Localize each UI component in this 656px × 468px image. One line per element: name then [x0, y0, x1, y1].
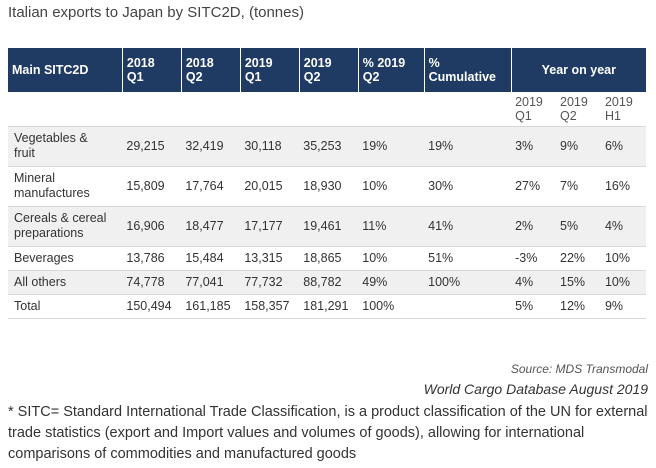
table-cell: 6% — [600, 125, 646, 166]
table-cell: 16,906 — [122, 205, 182, 246]
header-cell: 2018 Q2 — [181, 48, 241, 92]
table-cell: 158,357 — [240, 293, 300, 319]
subheader-cell: 2019 Q1 — [515, 94, 543, 123]
table-cell: 18,477 — [181, 205, 241, 246]
subheader-cell: 2019 H1 — [604, 94, 633, 123]
table-cell: 7% — [556, 165, 601, 206]
table-cell: 17,764 — [181, 165, 241, 206]
table-cell: 30% — [424, 165, 512, 206]
header-cell: % 2019 Q2 — [358, 48, 425, 92]
table-cell: 2% — [511, 205, 557, 246]
table-cell: 9% — [556, 125, 601, 166]
table-cell: 35,253 — [299, 125, 359, 166]
table-row: Vegetables & fruit 29,215 32,419 30,118 35,25… — [8, 125, 646, 166]
table-cell: 18,865 — [299, 245, 359, 270]
table-cell: 30,118 — [240, 125, 300, 166]
table-cell — [424, 293, 512, 319]
subheader-cell: 2019 Q2 — [560, 94, 588, 123]
table-row: Mineral manufactures 15,809 17,764 20,015 18,… — [8, 165, 646, 206]
header-row: Main SITC2D 2018 Q1 2018 Q2 2019 Q1 2019 Q2 … — [8, 48, 646, 92]
table-cell: 32,419 — [181, 125, 241, 166]
table-cell: 181,291 — [299, 293, 359, 319]
table-cell: 20,015 — [240, 165, 300, 206]
table-row: Beverages 13,786 15,484 13,315 18,865 10% 51% -… — [8, 245, 646, 270]
table-cell: 49% — [358, 269, 425, 294]
table-title: Italian exports to Japan by SITC2D, (ton… — [8, 4, 304, 21]
header-cell-year-on-year: Year on year — [511, 48, 646, 92]
table-cell: 4% — [511, 269, 557, 294]
table-cell: 16% — [600, 165, 646, 206]
table-cell: 3% — [511, 125, 557, 166]
table-cell: 41% — [424, 205, 512, 246]
header-cell: 2018 Q1 — [122, 48, 182, 92]
row-label: Mineral manufactures — [8, 165, 123, 206]
row-label: All others — [8, 269, 123, 294]
table-cell: 15,484 — [181, 245, 241, 270]
table-cell: 77,732 — [240, 269, 300, 294]
table-body: Vegetables & fruit 29,215 32,419 30,118 35,25… — [8, 125, 646, 319]
table-cell: 13,315 — [240, 245, 300, 270]
row-label: Vegetables & fruit — [8, 125, 123, 166]
table-cell: 19% — [424, 125, 512, 166]
table-cell: 17,177 — [240, 205, 300, 246]
table-cell: 51% — [424, 245, 512, 270]
table-cell: 15% — [556, 269, 601, 294]
footnote: * SITC= Standard International Trade Cla… — [8, 404, 648, 462]
table-cell: 18,930 — [299, 165, 359, 206]
table-cell: -3% — [511, 245, 557, 270]
table-cell: 74,778 — [122, 269, 182, 294]
table-cell: 5% — [556, 205, 601, 246]
table-row: Cereals & cereal preparations 16,906 18,477… — [8, 205, 646, 246]
table-cell: 77,041 — [181, 269, 241, 294]
table-cell: 100% — [424, 269, 512, 294]
table-cell: 22% — [556, 245, 601, 270]
subheader-row: 2019 Q1 2019 Q2 2019 H1 — [8, 92, 646, 126]
row-label: Cereals & cereal preparations — [8, 205, 123, 246]
exports-table: Main SITC2D 2018 Q1 2018 Q2 2019 Q1 2019 Q2 … — [8, 48, 646, 319]
table-cell: 10% — [358, 245, 425, 270]
table-row: Total 150,494 161,185 158,357 181,291 100% 5% 1… — [8, 293, 646, 319]
header-cell: % Cumulative — [424, 48, 512, 92]
table-cell: 4% — [600, 205, 646, 246]
table-cell: 10% — [600, 269, 646, 294]
table-cell: 161,185 — [181, 293, 241, 319]
table-cell: 10% — [358, 165, 425, 206]
table-cell: 150,494 — [122, 293, 182, 319]
table-cell: 27% — [511, 165, 557, 206]
row-label: Beverages — [8, 245, 123, 270]
table-cell: 88,782 — [299, 269, 359, 294]
header-cell: 2019 Q1 — [240, 48, 300, 92]
table-cell: 10% — [600, 245, 646, 270]
table-row: All others 74,778 77,041 77,732 88,782 49% 100… — [8, 269, 646, 294]
table-cell: 19,461 — [299, 205, 359, 246]
header-cell: Main SITC2D — [8, 48, 123, 92]
table-cell: 19% — [358, 125, 425, 166]
row-label: Total — [8, 293, 123, 319]
header-cell: 2019 Q2 — [299, 48, 359, 92]
table-cell: 11% — [358, 205, 425, 246]
table-cell: 9% — [600, 293, 646, 319]
table-cell: 13,786 — [122, 245, 182, 270]
database-note: World Cargo Database August 2019 — [423, 381, 648, 397]
table-cell: 29,215 — [122, 125, 182, 166]
table-cell: 5% — [511, 293, 557, 319]
table-cell: 100% — [358, 293, 425, 319]
table-cell: 12% — [556, 293, 601, 319]
source-note: Source: MDS Transmodal — [510, 362, 648, 376]
table-cell: 15,809 — [122, 165, 182, 206]
